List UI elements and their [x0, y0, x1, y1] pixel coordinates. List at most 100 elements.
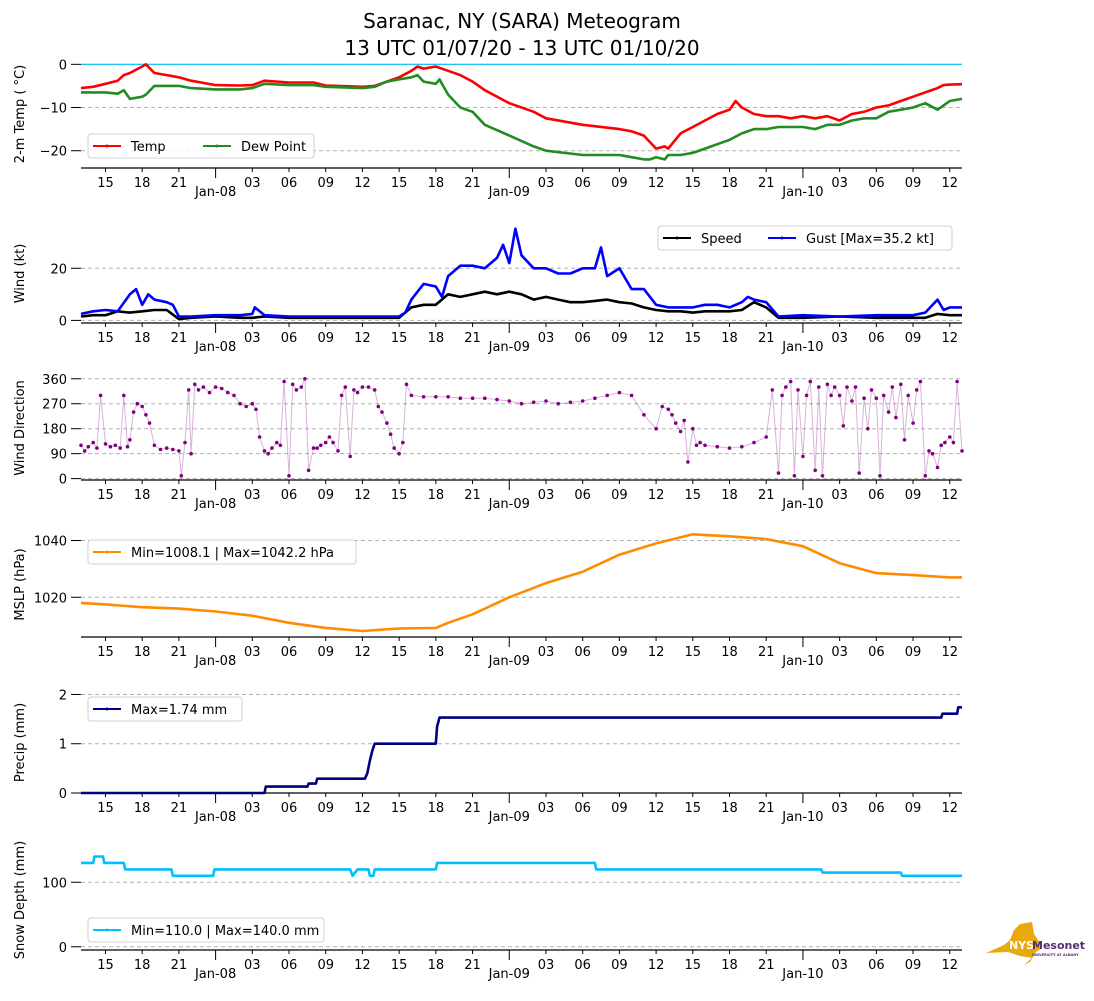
data-point: [862, 396, 866, 401]
legend-frame: [657, 225, 953, 251]
data-point: [207, 390, 212, 395]
x-tick-label: 18: [134, 958, 151, 973]
series-line-dew: [81, 73, 963, 161]
data-point: [458, 396, 463, 401]
x-tick-label: 03: [244, 958, 261, 973]
x-day-label: Jan-09: [488, 340, 530, 355]
x-tick-label: 21: [758, 331, 775, 346]
data-point: [262, 449, 267, 453]
x-tick-label: 15: [685, 176, 702, 191]
data-point: [79, 443, 83, 448]
y-tick-label: 270: [42, 398, 67, 413]
data-point: [820, 474, 825, 478]
x-tick-label: 03: [538, 176, 555, 191]
data-point: [923, 474, 928, 478]
x-tick-label: 06: [868, 801, 885, 816]
data-point: [254, 407, 258, 412]
x-tick-label: 06: [281, 331, 298, 346]
legend-marker: [675, 236, 679, 240]
x-tick-label: 21: [464, 801, 481, 816]
data-point: [605, 393, 609, 398]
x-tick-label: 12: [648, 488, 665, 503]
x-tick-label: 18: [134, 331, 151, 346]
x-tick-label: 06: [868, 176, 885, 191]
x-tick-label: 06: [868, 331, 885, 346]
data-point: [103, 442, 108, 446]
data-point: [817, 385, 821, 389]
data-point: [306, 468, 311, 473]
x-tick-label: 09: [611, 331, 628, 346]
x-day-label: Jan-10: [781, 497, 823, 512]
data-point: [372, 388, 377, 392]
data-point: [147, 421, 152, 425]
x-tick-label: 12: [648, 176, 665, 191]
panel-snow-depth: 0 100 Snow Depth (mm) 15 18 21 03 06 09 12 15 18 21 0…: [13, 841, 962, 982]
x-day-label: Jan-10: [781, 810, 823, 825]
y-tick-label: −20: [40, 145, 67, 160]
series-line-min1100: [81, 855, 962, 878]
x-tick-label: 03: [831, 801, 848, 816]
series-line-temp: [80, 63, 963, 150]
data-point: [226, 390, 230, 395]
data-point: [899, 382, 903, 387]
data-point: [196, 388, 201, 392]
data-point: [128, 438, 132, 442]
x-tick-label: 12: [354, 488, 371, 503]
panel-wind: 0 20 Wind (kt) 15 18 21 03 06 09 12 15 18 21 03 06 09 12…: [13, 225, 962, 355]
data-point: [660, 404, 664, 409]
x-day-label: Jan-08: [194, 654, 236, 669]
legend: Min=1008.1 | Max=1042.2 hPa: [87, 539, 357, 565]
data-point: [796, 388, 800, 392]
x-tick-label: 15: [391, 488, 408, 503]
x-tick-label: 15: [97, 801, 114, 816]
x-tick-label: 18: [721, 331, 738, 346]
data-point: [470, 396, 475, 401]
x-tick-label: 18: [428, 958, 445, 973]
data-point: [385, 421, 389, 425]
x-tick-label: 15: [391, 331, 408, 346]
data-point: [784, 385, 788, 389]
x-tick-label: 15: [391, 645, 408, 660]
x-tick-label: 06: [574, 645, 591, 660]
x-tick-label: 21: [758, 958, 775, 973]
x-tick-label: 21: [464, 958, 481, 973]
x-tick-label: 09: [905, 331, 922, 346]
data-point: [670, 413, 674, 417]
x-tick-label: 09: [905, 176, 922, 191]
x-tick-label: 09: [611, 645, 628, 660]
data-point: [95, 446, 99, 450]
x-tick-label: 21: [171, 488, 188, 503]
data-point: [943, 440, 947, 445]
data-point: [682, 418, 686, 423]
x-tick-label: 12: [648, 331, 665, 346]
data-point: [118, 446, 122, 450]
x-tick-label: 18: [721, 958, 738, 973]
data-point: [853, 385, 858, 389]
x-tick-label: 15: [391, 176, 408, 191]
data-point: [629, 393, 634, 398]
new-york-state-shape-icon: [986, 922, 1042, 965]
x-tick-label: 15: [685, 958, 702, 973]
data-point: [303, 377, 307, 381]
legend-frame: [87, 133, 315, 159]
x-tick-label: 18: [134, 176, 151, 191]
data-point: [315, 446, 320, 450]
data-point: [593, 396, 597, 401]
data-point: [179, 474, 184, 478]
x-tick-label: 03: [244, 645, 261, 660]
x-tick-label: 12: [941, 176, 958, 191]
data-point: [691, 426, 695, 431]
data-point: [238, 401, 242, 406]
data-point: [319, 443, 323, 448]
data-point: [955, 379, 959, 384]
x-tick-label: 15: [685, 801, 702, 816]
series-line-gust: [80, 227, 962, 318]
data-point: [290, 382, 295, 387]
x-tick-label: 15: [685, 645, 702, 660]
data-point: [392, 446, 397, 450]
data-point: [832, 385, 837, 389]
x-tick-label: 03: [538, 488, 555, 503]
nys-mesonet-logo: NYS Mesonet UNIVERSITY AT ALBANY: [986, 922, 1085, 965]
data-point: [158, 447, 163, 452]
series-line-wind-direction: [80, 378, 963, 476]
